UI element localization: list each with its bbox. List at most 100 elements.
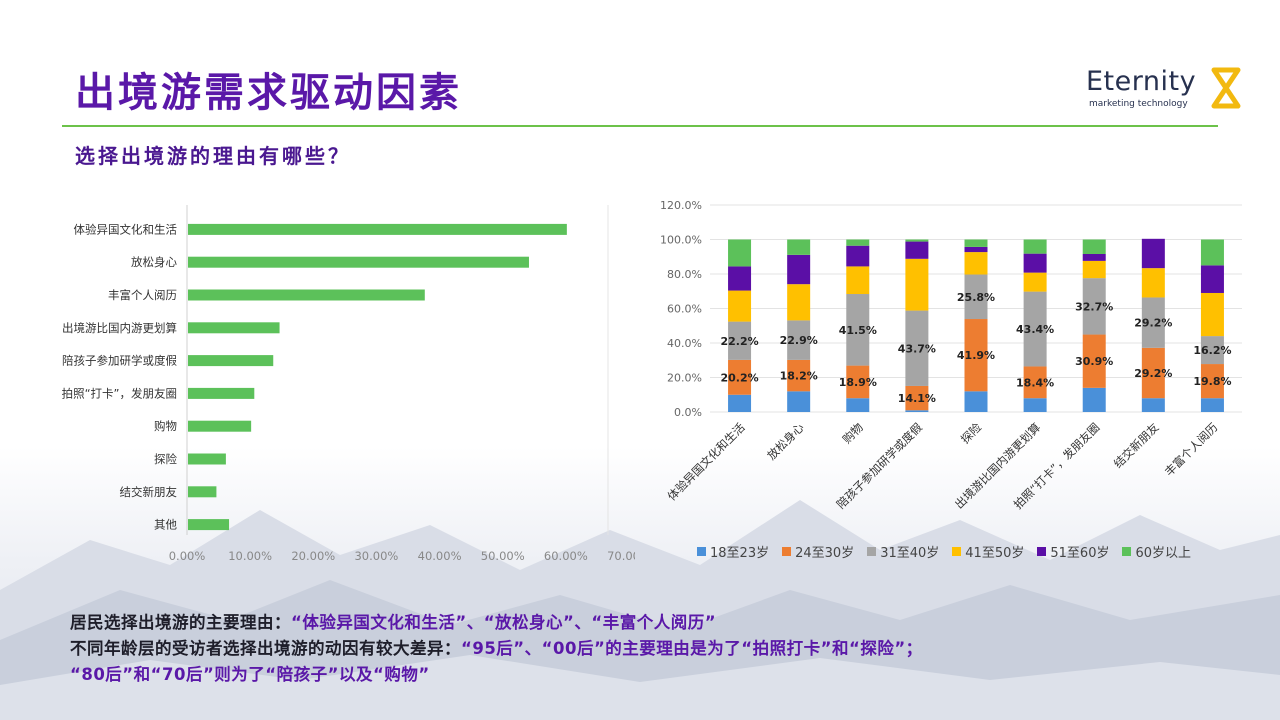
stacked-bar-segment [728, 394, 752, 412]
stacked-bar-segment [1200, 292, 1224, 337]
legend-label: 60岁以上 [1135, 546, 1192, 561]
x-category-label: 购物 [840, 420, 866, 446]
bar-category-label: 其他 [154, 518, 177, 532]
note-3-highlight: “80后”和“70后”则为了“陪孩子”以及“购物” [70, 665, 430, 684]
x-tick-label: 30.00% [354, 549, 398, 563]
bar [188, 223, 567, 235]
note-2-lead: 不同年龄层的受访者选择出境游的动因有较大差异： [70, 639, 461, 658]
stacked-bar-segment [905, 385, 929, 411]
stacked-bar-segment [787, 359, 811, 392]
stacked-bar-segment [1023, 253, 1047, 273]
bar [188, 420, 252, 432]
bar-category-label: 购物 [154, 419, 177, 433]
x-tick-label: 60.00% [544, 549, 588, 563]
chart-legend: 18至23岁 24至30岁 31至40岁 41至50岁 51至60岁 60岁以上 [697, 542, 1191, 561]
note-line-2: 不同年龄层的受访者选择出境游的动因有较大差异：“95后”、“00后”的主要理由是… [70, 636, 1240, 662]
stacked-bar-segment [1200, 239, 1224, 266]
legend-item: 60岁以上 [1122, 542, 1191, 561]
stacked-bar-segment [728, 321, 752, 360]
data-label: 41.9% [957, 349, 995, 362]
data-label: 29.2% [1134, 367, 1172, 380]
data-label: 18.2% [780, 370, 818, 383]
stacked-bar-segment [1023, 291, 1047, 367]
bar-category-label: 放松身心 [131, 255, 177, 269]
bar-category-label: 丰富个人阅历 [108, 288, 177, 302]
note-line-1: 居民选择出境游的主要理由：“体验异国文化和生活”、“放松身心”、“丰富个人阅历” [70, 610, 1240, 636]
stacked-bar-segment [1023, 272, 1047, 292]
x-tick-label: 40.00% [418, 549, 462, 563]
stacked-bar-segment [1082, 260, 1106, 279]
stacked-bar-segment [1141, 238, 1165, 269]
note-line-3: “80后”和“70后”则为了“陪孩子”以及“购物” [70, 662, 1240, 688]
x-category-label: 体验异国文化和生活 [665, 420, 748, 503]
data-label: 43.7% [898, 342, 936, 355]
legend-label: 41至50岁 [965, 546, 1025, 561]
bar [188, 387, 255, 399]
data-label: 41.5% [839, 324, 877, 337]
stacked-bar-segment [1023, 398, 1047, 412]
legend-swatch [1037, 547, 1047, 556]
stacked-bar-segment [964, 274, 988, 320]
reasons-bar-chart: 体验异国文化和生活放松身心丰富个人阅历出境游比国内游更划算陪孩子参加研学或度假拍… [62, 205, 635, 563]
bar-category-label: 探险 [154, 452, 177, 466]
stacked-bar-segment [846, 398, 870, 412]
stacked-bar-segment [846, 266, 870, 295]
y-tick-label: 0.0% [674, 406, 702, 419]
x-category-label: 丰富个人阅历 [1162, 420, 1221, 479]
data-label: 16.2% [1193, 344, 1231, 357]
bar-category-label: 陪孩子参加研学或度假 [62, 354, 177, 368]
stacked-bar-segment [728, 239, 752, 267]
y-tick-label: 60.0% [667, 303, 702, 316]
data-label: 20.2% [720, 371, 758, 384]
stacked-bar-segment [905, 239, 929, 242]
stacked-bar-segment [964, 246, 988, 253]
data-label: 14.1% [898, 392, 936, 405]
stacked-bar-segment [787, 254, 811, 285]
data-label: 43.4% [1016, 323, 1054, 336]
stacked-bar-segment [846, 245, 870, 267]
stacked-bar-segment [728, 359, 752, 395]
bar [188, 453, 226, 465]
brand-logo: Eternity marketing technology [1086, 66, 1246, 114]
stacked-bar-segment [1023, 239, 1047, 254]
stacked-bar-segment [905, 241, 929, 259]
stacked-bar-segment [846, 294, 870, 366]
legend-label: 18至23岁 [710, 546, 770, 561]
stacked-bar-segment [787, 391, 811, 412]
stacked-bar-segment [1082, 334, 1106, 388]
legend-item: 18至23岁 [697, 542, 769, 561]
x-category-label: 结交新朋友 [1111, 420, 1162, 471]
stacked-bar-segment [1141, 268, 1165, 298]
data-label: 19.8% [1193, 375, 1231, 388]
legend-swatch [867, 547, 877, 556]
stacked-bar-segment [1082, 387, 1106, 412]
stacked-bar-segment [1200, 364, 1224, 399]
data-label: 18.4% [1016, 376, 1054, 389]
x-tick-label: 20.00% [291, 549, 335, 563]
stacked-bar-segment [787, 239, 811, 255]
age-stacked-bar-chart: 0.0% 20.0% 40.0% 60.0% 80.0% 100.0% 120.0% 体验异国… [660, 199, 1242, 512]
note-1-lead: 居民选择出境游的主要理由： [70, 613, 291, 632]
data-label: 18.9% [839, 376, 877, 389]
stacked-bar-segment [846, 365, 870, 399]
legend-item: 24至30岁 [782, 542, 854, 561]
stacked-bar-segment [905, 258, 929, 311]
data-label: 22.9% [780, 334, 818, 347]
stacked-bar-segment [964, 252, 988, 275]
stacked-bar-segment [905, 410, 929, 412]
bar-category-label: 拍照“打卡”，发朋友圈 [62, 386, 177, 400]
stacked-bar-segment [1082, 278, 1106, 335]
stacked-bar-segment [964, 239, 988, 247]
legend-swatch [952, 547, 962, 556]
stacked-bar-segment [1200, 336, 1224, 365]
stacked-bar-segment [1082, 253, 1106, 261]
stacked-bar-segment [964, 391, 988, 412]
note-1-highlight: “体验异国文化和生活”、“放松身心”、“丰富个人阅历” [291, 613, 717, 632]
x-category-label: 放松身心 [764, 420, 807, 463]
y-tick-label: 100.0% [660, 234, 702, 247]
x-tick-label: 50.00% [481, 549, 525, 563]
stacked-bar-segment [787, 320, 811, 360]
legend-label: 51至60岁 [1050, 546, 1110, 561]
stacked-bar-segment [787, 284, 811, 321]
page-title: 出境游需求驱动因素 [75, 70, 462, 116]
